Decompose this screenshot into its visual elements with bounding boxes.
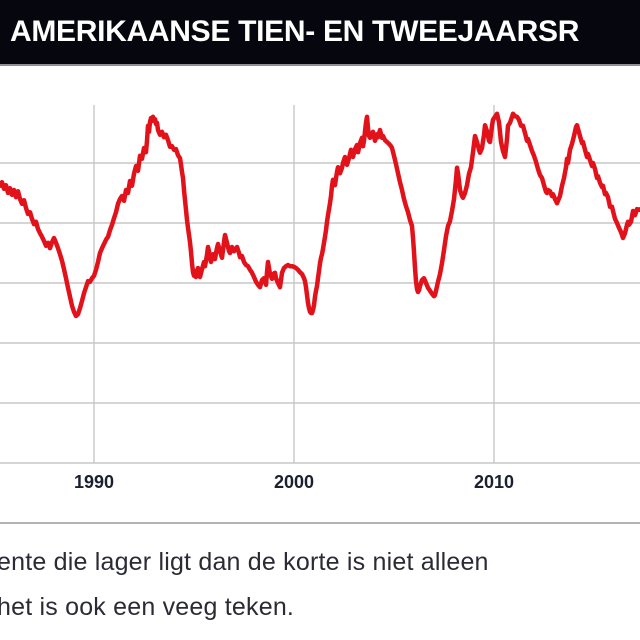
header-bar: AMERIKAANSE TIEN- EN TWEEJAARSR (0, 0, 640, 66)
x-axis-label: 1990 (74, 472, 114, 492)
page-title: AMERIKAANSE TIEN- EN TWEEJAARSR (10, 15, 580, 48)
caption-block: ente die lager ligt dan de korte is niet… (0, 540, 640, 630)
caption-line-2: het is ook een veeg teken. (0, 593, 295, 621)
spread-line-series (0, 111, 640, 319)
divider-line (0, 522, 640, 524)
gridlines (0, 105, 640, 464)
x-axis-label: 2000 (274, 472, 314, 492)
x-axis-label: 2010 (474, 472, 514, 492)
x-axis-labels: 1990 2000 2010 (74, 472, 514, 492)
caption-line-1: ente die lager ligt dan de korte is niet… (0, 548, 489, 576)
